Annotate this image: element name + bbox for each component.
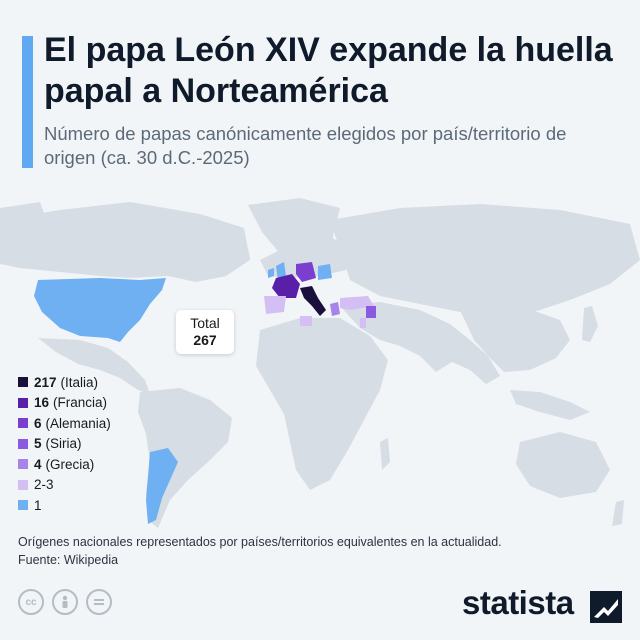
- statista-logo-text[interactable]: statista: [462, 584, 574, 621]
- legend-swatch: [18, 377, 28, 388]
- legend-label: 1: [34, 497, 42, 513]
- legend-count: 217: [34, 374, 57, 390]
- iceland: [232, 248, 250, 260]
- attribution-icon[interactable]: [52, 589, 78, 615]
- total-label: Total: [190, 315, 220, 331]
- creative-commons-icon[interactable]: cc: [18, 589, 44, 615]
- italy-region: [300, 286, 326, 316]
- legend-label: (Siria): [45, 436, 82, 452]
- license-icons: cc: [18, 589, 112, 615]
- total-callout: Total 267: [176, 310, 234, 354]
- spain-portugal-region: [264, 296, 286, 314]
- france-region: [272, 274, 300, 298]
- middle-east-asia: [340, 302, 500, 384]
- legend-swatch: [18, 397, 28, 408]
- footnote-text: Orígenes nacionales representados por pa…: [18, 535, 502, 549]
- turkey-region: [340, 296, 374, 310]
- legend-count: 5: [34, 436, 42, 452]
- germany-region: [296, 262, 316, 282]
- legend-count: 4: [34, 456, 42, 472]
- ireland-region: [268, 268, 274, 278]
- alaska: [0, 202, 50, 250]
- statista-logo-icon[interactable]: [590, 591, 622, 623]
- legend-item-italia: 217 (Italia): [18, 372, 111, 393]
- page-title: El papa León XIV expande la huella papal…: [44, 31, 613, 110]
- north-africa-region: [300, 316, 312, 326]
- legend-label: (Alemania): [45, 415, 111, 431]
- legend-item-2-3: 2-3: [18, 475, 111, 496]
- legend-label: (Italia): [60, 374, 99, 390]
- uk-region: [276, 262, 286, 280]
- legend-swatch: [18, 479, 28, 490]
- legend-item-grecia: 4 (Grecia): [18, 454, 111, 475]
- legend-label: 2-3: [34, 477, 54, 493]
- madagascar: [380, 438, 390, 470]
- no-derivatives-icon[interactable]: [86, 589, 112, 615]
- new-zealand: [612, 500, 624, 526]
- legend-item-1: 1: [18, 495, 111, 516]
- africa: [256, 318, 388, 490]
- footnote: Orígenes nacionales representados por pa…: [18, 533, 502, 569]
- legend-swatch: [18, 500, 28, 511]
- legend-item-alemania: 6 (Alemania): [18, 413, 111, 434]
- australia: [516, 432, 610, 498]
- china-east-asia: [460, 306, 570, 372]
- japan: [582, 306, 598, 342]
- legend-count: 16: [34, 395, 50, 411]
- se-asia-islands: [510, 390, 590, 420]
- legend: 217 (Italia) 16 (Francia) 6 (Alemania) 5…: [18, 372, 111, 516]
- legend-item-siria: 5 (Siria): [18, 434, 111, 455]
- canada: [0, 202, 250, 282]
- israel-region: [360, 318, 366, 328]
- legend-item-francia: 16 (Francia): [18, 393, 111, 414]
- title-accent-bar: [22, 36, 33, 168]
- greece-region: [330, 302, 340, 316]
- poland-region: [318, 264, 332, 280]
- total-value: 267: [193, 332, 217, 348]
- syria-region: [366, 306, 376, 318]
- legend-swatch: [18, 438, 28, 449]
- legend-label: (Grecia): [45, 456, 95, 472]
- argentina-region: [146, 448, 178, 524]
- russia-asia: [330, 204, 640, 320]
- mexico-central-america: [38, 338, 150, 394]
- legend-count: 6: [34, 415, 42, 431]
- usa-region: [34, 278, 166, 342]
- page-subtitle: Número de papas canónicamente elegidos p…: [44, 123, 567, 168]
- legend-swatch: [18, 418, 28, 429]
- source-text: Fuente: Wikipedia: [18, 553, 119, 567]
- world-map: [0, 198, 640, 528]
- legend-label: (Francia): [53, 395, 108, 411]
- legend-swatch: [18, 459, 28, 470]
